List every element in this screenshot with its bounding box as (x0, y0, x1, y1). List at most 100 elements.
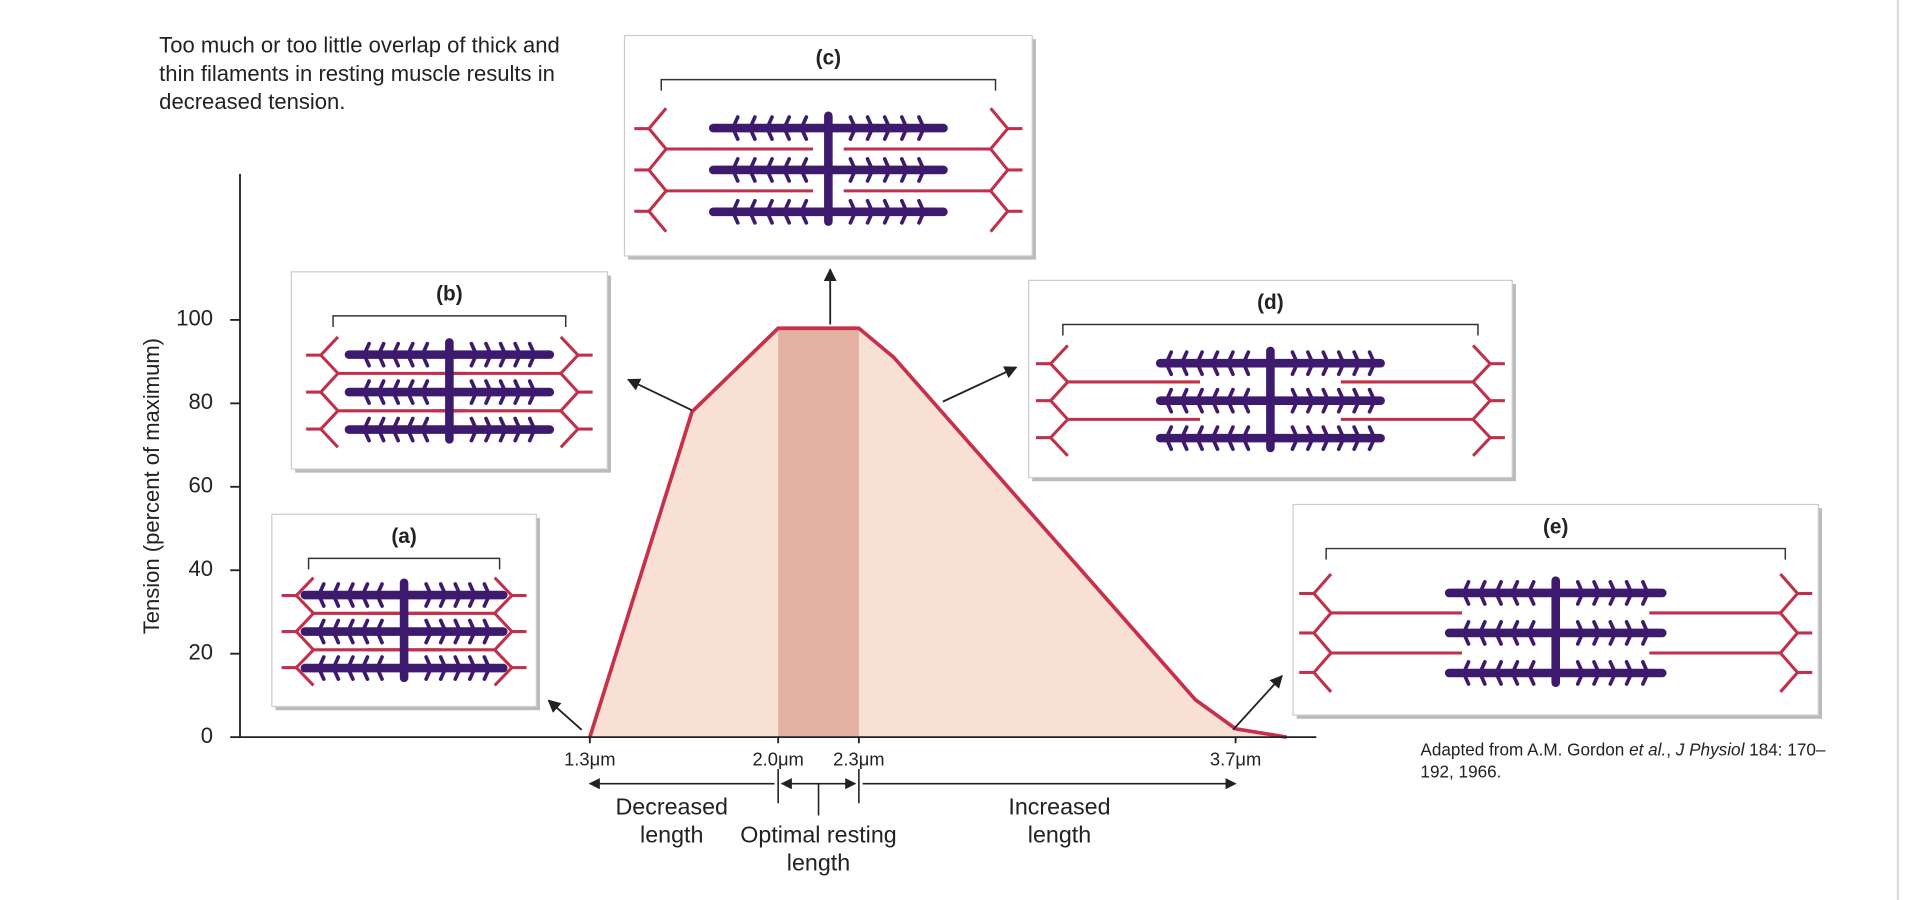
arrow (1232, 674, 1283, 731)
myosin-head (1478, 660, 1487, 675)
myosin-head (1592, 620, 1601, 635)
myosin-head (1210, 361, 1220, 377)
myosin-head (391, 427, 401, 443)
z-line (1048, 344, 1070, 457)
myosin-head (1367, 425, 1377, 440)
myosin-head (1461, 660, 1471, 675)
myosin-head (406, 416, 415, 432)
myosin-head (362, 416, 371, 432)
myosin-head (375, 655, 384, 670)
myosin-head (1336, 350, 1346, 366)
myosin-head (331, 582, 341, 597)
myosin-head (482, 593, 492, 608)
myosin-head (527, 416, 537, 432)
sarcomere-panel: (a) (271, 513, 540, 711)
myosin-head (1641, 660, 1650, 675)
myosin-head (1241, 398, 1251, 414)
myosin-head (799, 168, 809, 183)
myosin-head (1608, 631, 1618, 646)
myosin-head (748, 168, 757, 183)
myosin-head (469, 352, 479, 368)
myosin-head (799, 198, 809, 214)
myosin-head (469, 390, 479, 405)
myosin-head (424, 655, 433, 670)
myosin-head (865, 115, 875, 130)
myosin-head (424, 618, 433, 634)
myosin-head (1164, 425, 1174, 440)
myosin-head (1367, 361, 1377, 377)
myosin-head (1210, 387, 1220, 403)
myosin-head (1478, 631, 1487, 646)
myosin-head (482, 618, 492, 634)
myosin-head (498, 416, 508, 432)
myosin-head (1179, 387, 1189, 403)
myosin-head (362, 352, 371, 368)
area-fill (589, 328, 1287, 738)
myosin-head (1336, 425, 1346, 440)
plot: 0 20 40 60 80 100 1.3μm 2.0μm 2.3μm 3.7μm Decrease… (176, 173, 1317, 877)
myosin-head (848, 210, 858, 225)
myosin-head (1352, 436, 1361, 451)
panel-label: (b) (436, 283, 463, 306)
myosin-head (765, 210, 774, 225)
myosin-head (748, 157, 757, 172)
myosin-head (1461, 631, 1471, 646)
myosin-head (1526, 620, 1536, 635)
myosin-head (900, 115, 909, 130)
myosin-head (484, 379, 493, 394)
myosin-head (1510, 660, 1520, 675)
myosin-head (1608, 671, 1618, 686)
caption: Too much or too little overlap of thick … (159, 33, 560, 114)
arrow (942, 366, 1018, 403)
myosin-head (1336, 436, 1346, 451)
myosin-head (498, 379, 508, 394)
myosin-head (900, 210, 909, 225)
myosin-head (375, 666, 384, 681)
myosin-head (1164, 350, 1174, 366)
myosin-head (1352, 398, 1361, 414)
myosin-head (375, 618, 384, 634)
myosin-head (1179, 436, 1189, 451)
myosin-head (376, 341, 386, 357)
myosin-head (1179, 398, 1189, 414)
myosin-head (1195, 361, 1204, 377)
myosin-head (1526, 580, 1536, 595)
myosin-head (900, 198, 909, 214)
myosin-head (1352, 361, 1361, 377)
bracket (1062, 323, 1479, 336)
myosin-head (331, 593, 341, 608)
bracket (332, 315, 567, 327)
myosin-head (1461, 620, 1471, 635)
myosin-head (468, 618, 477, 634)
myosin-head (782, 198, 792, 214)
myosin-head (799, 126, 809, 141)
myosin-head (848, 157, 858, 172)
myosin-head (1241, 387, 1251, 403)
myosin-head (1290, 361, 1300, 377)
myosin-head (765, 198, 774, 214)
arrow (547, 699, 583, 731)
sarcomere-panel: (d) (1027, 279, 1516, 482)
myosin-head (1195, 398, 1204, 414)
myosin-head (406, 352, 415, 368)
myosin-head (331, 618, 341, 634)
myosin-head (1321, 425, 1331, 440)
source-box: Adapted from A.M. Gordon et al., J Physi… (1420, 740, 1825, 782)
myosin-head (865, 210, 875, 225)
myosin-head (406, 341, 415, 357)
myosin-head (1164, 398, 1174, 414)
myosin-head (782, 126, 792, 141)
myosin-head (765, 115, 774, 130)
myosin-head (1164, 361, 1174, 377)
myosin-head (360, 655, 370, 670)
myosin-head (1179, 350, 1189, 366)
myosin-head (360, 618, 370, 634)
myosin-head (376, 390, 386, 405)
myosin-head (484, 427, 493, 443)
x-tick-label: 3.7μm (1210, 748, 1261, 769)
myosin-head (1352, 425, 1361, 440)
myosin-head (1195, 425, 1204, 440)
myosin-head (1526, 671, 1536, 686)
myosin-head (865, 168, 875, 183)
myosin-head (1624, 631, 1634, 646)
